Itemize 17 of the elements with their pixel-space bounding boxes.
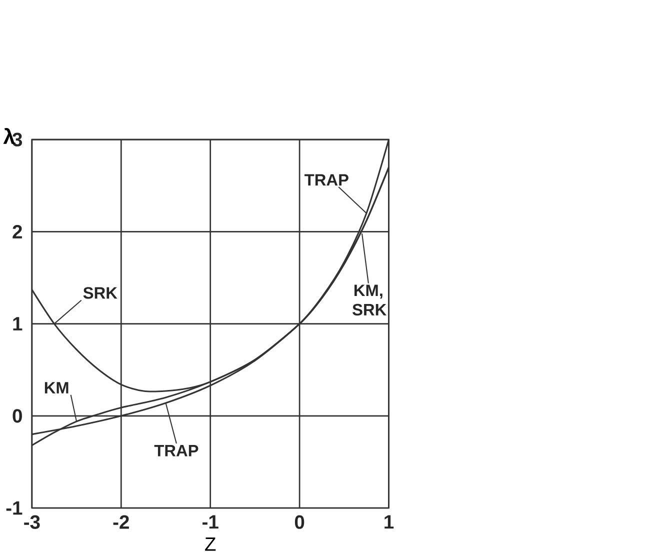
x-tick-label: -1: [202, 515, 218, 529]
annotation: TRAP: [304, 174, 348, 186]
y-tick-label: 0: [12, 409, 22, 423]
y-tick-label: 2: [12, 224, 22, 238]
x-axis-title: Z: [205, 538, 216, 551]
annotation: KM, SRK: [352, 284, 386, 316]
series-label: KM: [44, 382, 68, 394]
y-tick-label: 1: [13, 317, 22, 330]
text: SRK: [83, 287, 118, 299]
y-tick-label: -1: [6, 501, 22, 515]
y-tick-label: 3: [12, 132, 22, 146]
x-tick-label: 1: [384, 515, 394, 529]
x-tick-label: -3: [24, 515, 40, 529]
y-axis-title: λ: [3, 128, 15, 144]
x-tick-label: -2: [113, 515, 129, 529]
x-tick-label: 0: [294, 515, 304, 529]
text: TRAP: [154, 445, 198, 456]
